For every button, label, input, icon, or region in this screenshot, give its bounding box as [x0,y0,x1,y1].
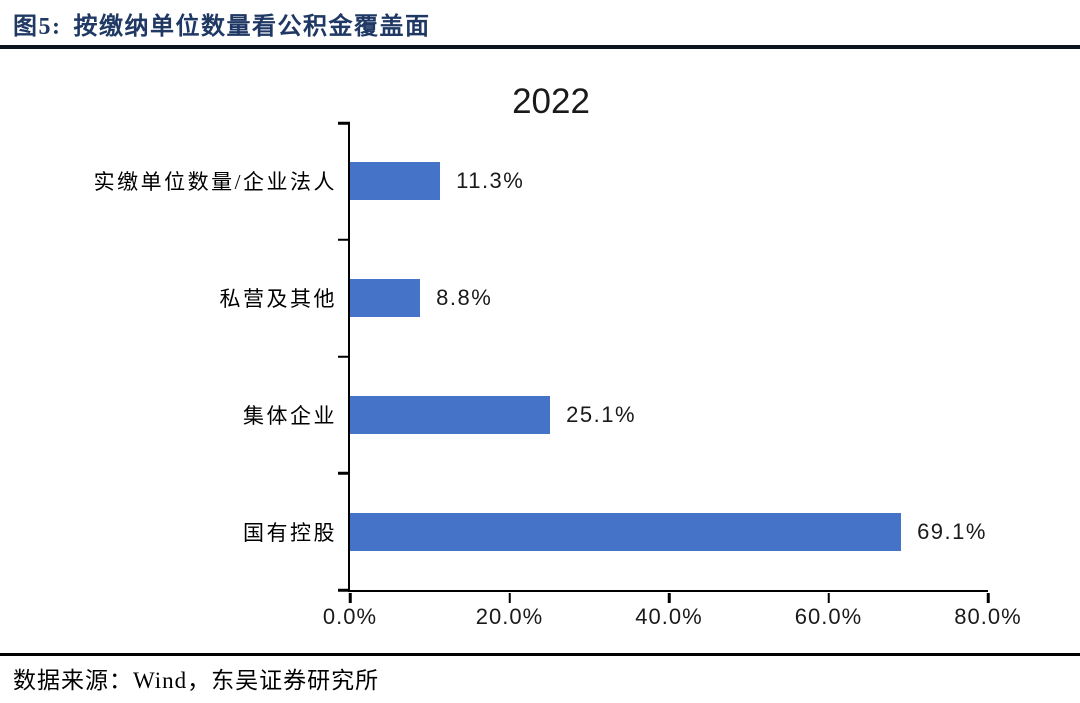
x-axis-tick-label: 60.0% [794,604,863,629]
plot-area: 实缴单位数量/企业法人 11.3% 私营及其他 8.8% 集体企业 25.1% 国有控股 69… [94,121,1021,629]
value-label: 25.1% [566,401,637,427]
y-axis-tick [338,588,350,592]
x-axis-tick [667,592,671,603]
chart-row: 国有控股 69.1% [243,473,988,590]
y-axis-tick [338,355,350,358]
value-label: 11.3% [456,168,525,194]
chart-title: 2022 [512,82,590,121]
bar [350,395,551,434]
category-label: 实缴单位数量/企业法人 [93,170,337,195]
figure-title: 按缴纳单位数量看公积金覆盖面 [73,14,431,40]
bar [350,279,421,318]
x-axis-tick [986,592,990,603]
value-label: 69.1% [917,518,987,544]
category-label: 私营及其他 [219,287,337,312]
bar [350,512,902,551]
chart-row: 实缴单位数量/企业法人 11.3% [94,123,988,240]
y-axis-tick [338,121,350,125]
figure-header: 图5: 按缴纳单位数量看公积金覆盖面 [13,6,431,41]
x-axis-tick [348,592,352,603]
x-axis-tick [508,592,511,603]
figure-number-label: 图5: [13,14,62,40]
value-label: 8.8% [436,285,493,311]
data-source: 数据来源：Wind，东吴证券研究所 [13,668,380,693]
category-label: 国有控股 [243,520,337,545]
x-axis-tick-label: 20.0% [475,604,544,629]
y-axis-tick [338,238,350,241]
x-axis-tick-label: 0.0% [322,604,378,629]
x-axis-tick-label: 40.0% [635,604,703,629]
header-divider [0,45,1080,49]
chart-row: 集体企业 25.1% [243,357,988,474]
footer-divider [0,653,1080,656]
category-label: 集体企业 [243,403,337,428]
x-axis-tick-label: 80.0% [954,604,1022,629]
x-axis-tick [827,592,830,603]
chart-row: 私营及其他 8.8% [220,240,988,357]
y-axis-tick [338,472,350,475]
bar [350,162,441,201]
